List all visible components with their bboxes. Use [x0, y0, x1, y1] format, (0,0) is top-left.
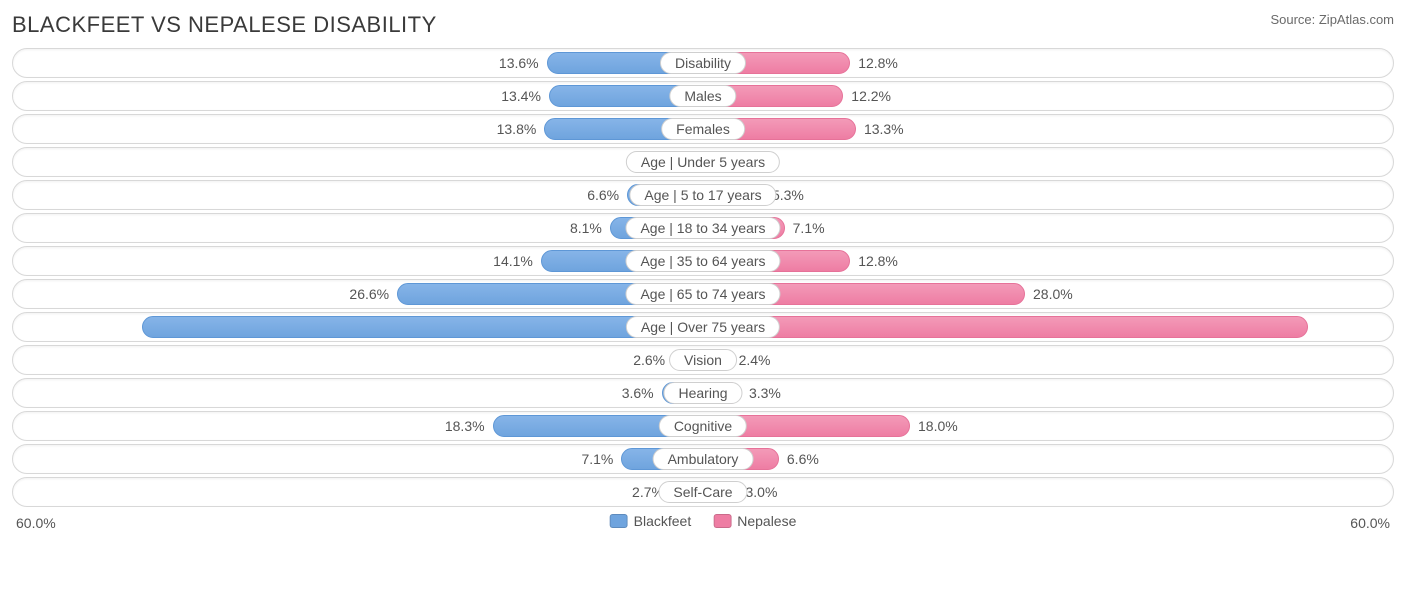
pct-label-left: 2.6% — [633, 352, 665, 368]
pct-label-right: 2.4% — [739, 352, 771, 368]
legend-swatch-left — [610, 514, 628, 528]
pct-label-left: 14.1% — [493, 253, 533, 269]
pct-label-right: 28.0% — [1033, 286, 1073, 302]
bar-left — [142, 316, 703, 338]
pct-label-left: 26.6% — [349, 286, 389, 302]
chart-title: BLACKFEET VS NEPALESE DISABILITY — [12, 12, 437, 38]
pct-label-left: 3.6% — [622, 385, 654, 401]
pct-label-right: 5.3% — [772, 187, 804, 203]
chart-row: 1.6%0.97%Age | Under 5 years — [12, 147, 1394, 177]
pct-label-left: 7.1% — [581, 451, 613, 467]
pct-label-right: 12.2% — [851, 88, 891, 104]
category-label: Cognitive — [659, 415, 747, 437]
chart-row: 18.3% 18.0% Cognitive — [12, 411, 1394, 441]
category-label: Age | 18 to 34 years — [625, 217, 780, 239]
category-label: Males — [669, 85, 736, 107]
chart-row: 2.6% 2.4%Vision — [12, 345, 1394, 375]
category-label: Age | 35 to 64 years — [625, 250, 780, 272]
pct-label-right: 13.3% — [864, 121, 904, 137]
category-label: Ambulatory — [653, 448, 754, 470]
category-label: Age | 5 to 17 years — [629, 184, 776, 206]
chart-row: 7.1% 6.6% Ambulatory — [12, 444, 1394, 474]
legend-label-right: Nepalese — [737, 513, 796, 529]
source-attribution: Source: ZipAtlas.com — [1270, 12, 1394, 27]
chart-row: 13.4% 12.2% Males — [12, 81, 1394, 111]
pct-label-right: 12.8% — [858, 55, 898, 71]
pct-label-left: 13.4% — [501, 88, 541, 104]
category-label: Females — [661, 118, 745, 140]
chart-row: 8.1% 7.1% Age | 18 to 34 years — [12, 213, 1394, 243]
pct-label-left: 13.8% — [497, 121, 537, 137]
diverging-bar-chart: 13.6% 12.8% Disability 13.4% 12.2% Males 13.8%… — [12, 48, 1394, 507]
chart-row: 26.6% 28.0% Age | 65 to 74 years — [12, 279, 1394, 309]
chart-row: 6.6% 5.3%Age | 5 to 17 years — [12, 180, 1394, 210]
legend-swatch-right — [713, 514, 731, 528]
pct-label-right: 52.6% — [1343, 319, 1383, 335]
legend: Blackfeet Nepalese — [610, 513, 797, 529]
legend-label-left: Blackfeet — [634, 513, 692, 529]
chart-row: 2.7%3.0%Self-Care — [12, 477, 1394, 507]
category-label: Age | Under 5 years — [626, 151, 780, 173]
category-label: Disability — [660, 52, 746, 74]
pct-label-right: 6.6% — [787, 451, 819, 467]
category-label: Self-Care — [658, 481, 747, 503]
category-label: Hearing — [663, 382, 742, 404]
pct-label-right: 18.0% — [918, 418, 958, 434]
chart-row: 13.6% 12.8% Disability — [12, 48, 1394, 78]
pct-label-left: 13.6% — [499, 55, 539, 71]
pct-label-left: 48.8% — [23, 319, 63, 335]
chart-row: 48.8% 52.6% Age | Over 75 years — [12, 312, 1394, 342]
chart-row: 14.1% 12.8% Age | 35 to 64 years — [12, 246, 1394, 276]
category-label: Age | 65 to 74 years — [625, 283, 780, 305]
pct-label-right: 12.8% — [858, 253, 898, 269]
chart-header: BLACKFEET VS NEPALESE DISABILITY Source:… — [12, 12, 1394, 38]
pct-label-right: 7.1% — [793, 220, 825, 236]
axis-max-left: 60.0% — [16, 515, 56, 531]
legend-item-nepalese: Nepalese — [713, 513, 796, 529]
legend-item-blackfeet: Blackfeet — [610, 513, 692, 529]
category-label: Vision — [669, 349, 737, 371]
bar-right — [703, 316, 1308, 338]
chart-row: 13.8% 13.3% Females — [12, 114, 1394, 144]
pct-label-left: 18.3% — [445, 418, 485, 434]
chart-footer: 60.0% Blackfeet Nepalese 60.0% — [12, 513, 1394, 537]
pct-label-right: 3.0% — [746, 484, 778, 500]
axis-max-right: 60.0% — [1350, 515, 1390, 531]
category-label: Age | Over 75 years — [626, 316, 780, 338]
pct-label-right: 3.3% — [749, 385, 781, 401]
pct-label-left: 8.1% — [570, 220, 602, 236]
chart-row: 3.6% 3.3% Hearing — [12, 378, 1394, 408]
pct-label-left: 6.6% — [587, 187, 619, 203]
